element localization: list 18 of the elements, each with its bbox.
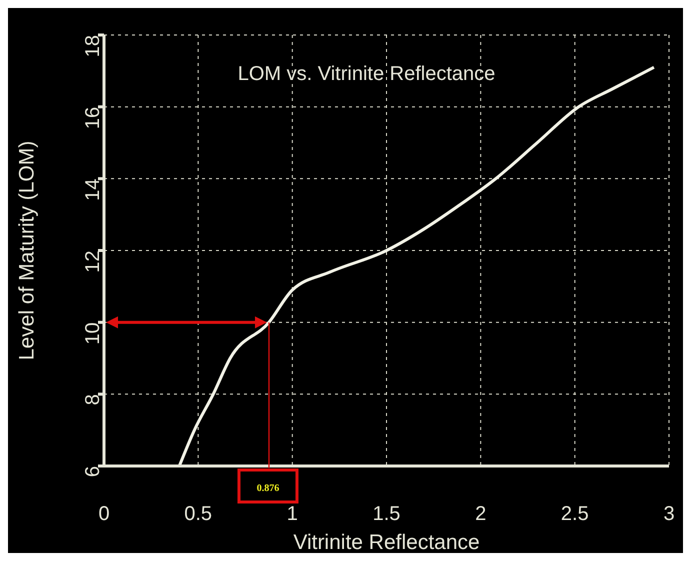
x-tick-label: 3 — [663, 503, 675, 526]
text: LOM vs. Vitrinite Reflectance — [238, 63, 496, 85]
y-tick-label: 14 — [82, 178, 104, 201]
x-tick-label: 0.5 — [184, 503, 212, 526]
x-tick-label: 2 — [475, 503, 486, 526]
x-tick-label: 1.5 — [372, 503, 400, 526]
y-tick-label: 6 — [82, 466, 104, 478]
x-tick-label: 1 — [286, 503, 298, 526]
y-tick-label: 10 — [82, 322, 104, 345]
x-tick-label: 2.5 — [560, 503, 589, 526]
y-axis-title: Level of Maturity (LOM) — [15, 140, 38, 360]
y-tick-label: 12 — [82, 250, 104, 273]
ref-line-label: 0.876 — [256, 483, 280, 494]
y-tick-label: 8 — [82, 394, 104, 406]
x-tick-label: 0 — [98, 503, 110, 526]
x-axis-title: Vitrinite Reflectance — [293, 531, 480, 554]
y-tick-label: 18 — [82, 35, 104, 58]
y-tick-label: 16 — [82, 106, 104, 130]
